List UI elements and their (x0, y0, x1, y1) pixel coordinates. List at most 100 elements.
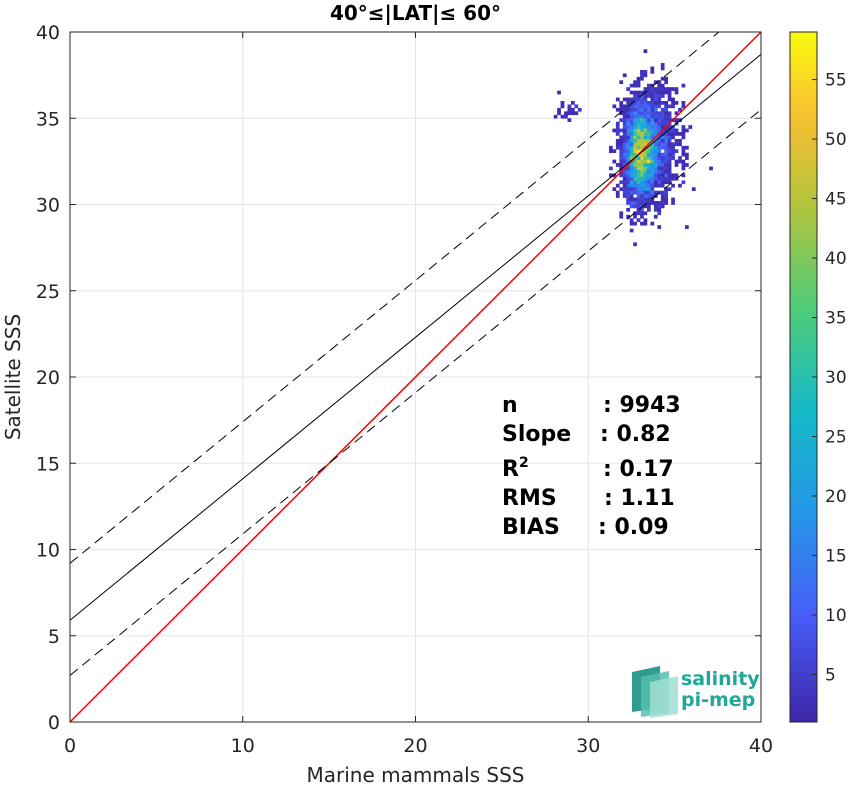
density-cell (667, 104, 672, 109)
density-cell (633, 145, 637, 150)
density-cell (557, 111, 561, 116)
density-cell (650, 197, 655, 202)
density-cell (629, 187, 634, 191)
density-cell (643, 101, 648, 105)
density-cell (646, 159, 651, 164)
density-cell (643, 142, 648, 147)
density-cell (653, 97, 658, 102)
density-cell (636, 118, 641, 122)
density-cell (557, 90, 561, 95)
x-tick-label-1: 10 (231, 735, 255, 757)
density-cell (622, 118, 627, 122)
y-tick-label-2: 10 (36, 540, 60, 562)
density-cell (643, 159, 648, 164)
density-cell (643, 111, 648, 116)
density-cell (633, 138, 637, 143)
density-cell (664, 80, 669, 85)
density-cell (664, 163, 669, 167)
density-cell (574, 111, 579, 116)
density-cell (643, 138, 648, 143)
density-cell (646, 121, 651, 126)
density-cell (633, 190, 637, 195)
density-cell (622, 114, 627, 119)
density-cell (660, 114, 665, 119)
density-cell (619, 173, 624, 178)
density-cell (633, 187, 637, 191)
density-cell (633, 221, 637, 226)
density-cell (646, 149, 651, 154)
line-fit-bound (69, 109, 762, 676)
density-cell (664, 114, 669, 119)
density-cell (640, 90, 644, 95)
x-tick-label-0: 0 (64, 735, 76, 757)
density-cell (674, 142, 679, 147)
density-cell (650, 121, 655, 126)
density-cell (650, 107, 655, 112)
density-cell (646, 104, 651, 109)
density-cell (646, 94, 651, 98)
density-cell (664, 90, 669, 95)
logo-wave-icon (632, 666, 678, 718)
density-cell (622, 156, 627, 160)
density-cell (640, 152, 644, 157)
density-cell (664, 128, 669, 133)
density-cell (629, 194, 634, 198)
density-cell (640, 114, 644, 119)
density-cell (626, 194, 631, 198)
y-tick-label-5: 25 (36, 281, 60, 303)
density-cell (564, 114, 568, 119)
density-cell (653, 121, 658, 126)
density-cell (629, 104, 634, 109)
density-cell (615, 183, 620, 188)
density-cell (667, 170, 672, 174)
stat-label-2: R2 (502, 455, 529, 482)
density-cell (657, 104, 662, 109)
density-cell (629, 83, 634, 88)
density-cell (643, 218, 648, 223)
density-cell (667, 145, 672, 150)
density-cell (615, 128, 620, 133)
density-cell (646, 107, 651, 112)
density-cell (629, 121, 634, 126)
density-cell (619, 187, 624, 191)
density-cell (657, 138, 662, 143)
stat-value-2: : 0.17 (603, 457, 674, 482)
density-cell (633, 111, 637, 116)
density-cell (667, 166, 672, 171)
density-cell (664, 156, 669, 160)
density-cell (664, 138, 669, 143)
density-cell (667, 159, 672, 164)
density-cell (622, 111, 627, 116)
density-cell (633, 125, 637, 129)
density-cell (643, 201, 648, 205)
density-cell (657, 180, 662, 185)
density-cell (653, 90, 658, 95)
density-cell (626, 152, 631, 157)
density-cell (709, 166, 713, 171)
density-cell (650, 180, 655, 185)
stat-value-1: : 0.82 (600, 422, 671, 447)
density-cell (615, 163, 620, 167)
density-cell (615, 132, 620, 136)
density-cell (567, 107, 572, 112)
colorbar-tick-label-2: 15 (825, 546, 847, 566)
density-cell (684, 152, 689, 157)
density-cell (622, 121, 627, 126)
density-cell (633, 104, 637, 109)
density-cell (646, 135, 651, 140)
density-cell (626, 142, 631, 147)
density-cell (643, 69, 648, 74)
density-cell (667, 128, 672, 133)
density-cell (660, 111, 665, 116)
density-cell (653, 207, 658, 212)
density-cell (664, 142, 669, 147)
density-cell (657, 201, 662, 205)
density-cell (653, 142, 658, 147)
density-cell (646, 156, 651, 160)
density-cell (684, 163, 689, 167)
density-cell (678, 107, 682, 112)
density-cell (640, 183, 644, 188)
density-cell (653, 190, 658, 195)
density-cell (650, 142, 655, 147)
density-cell (646, 128, 651, 133)
